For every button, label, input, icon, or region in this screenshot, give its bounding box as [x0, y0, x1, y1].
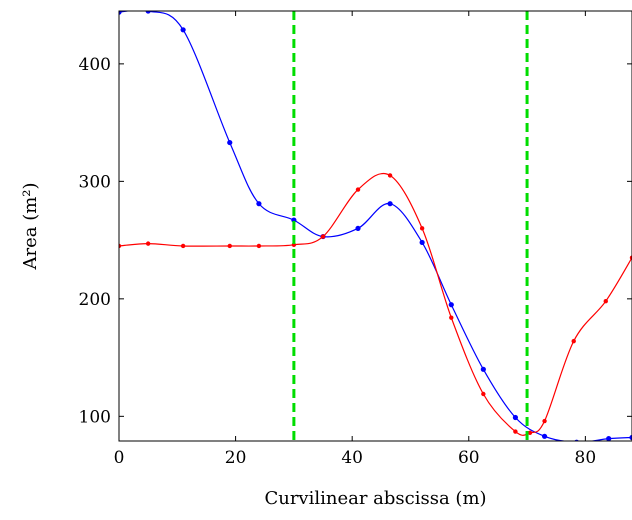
x-tick-label-20: 20 [225, 448, 247, 468]
series-2-line [119, 172, 632, 436]
plot-frame [118, 10, 632, 442]
series-1 [119, 11, 632, 441]
series-2-point-3 [180, 243, 186, 249]
series-2-point-7 [320, 234, 326, 239]
series-2-point-15 [542, 418, 547, 424]
series-2-point-2 [145, 241, 151, 246]
series-1-point-15 [574, 439, 579, 441]
series-1-point-1 [119, 11, 122, 15]
y-tick-label-300: 300 [79, 172, 111, 192]
reference-lines [292, 11, 529, 441]
x-tick-label-80: 80 [575, 448, 597, 468]
series-2-point-16 [571, 338, 576, 344]
series-1-point-17 [629, 434, 632, 441]
y-tick-label-100: 100 [79, 407, 111, 427]
y-axis-label: Area (m²) [20, 182, 41, 270]
series-1-point-5 [256, 201, 262, 207]
series-1-line [119, 11, 632, 441]
y-tick-label-200: 200 [79, 290, 111, 310]
x-tick-label-60: 60 [458, 448, 480, 468]
series-2-point-11 [449, 315, 454, 320]
x-tick-label-0: 0 [114, 448, 125, 468]
series-1-point-8 [355, 225, 361, 231]
series-2-point-5 [256, 243, 262, 249]
series-2-point-13 [513, 429, 518, 434]
series-1-point-9 [387, 201, 393, 207]
series-2-point-8 [355, 187, 361, 192]
series-2-point-17 [603, 298, 608, 304]
series-1-point-12 [480, 366, 486, 372]
series-2 [119, 172, 632, 436]
series-2-point-9 [387, 173, 393, 178]
series-1-point-10 [419, 239, 425, 246]
x-tick-label-40: 40 [341, 448, 363, 468]
series-2-point-1 [119, 243, 122, 249]
series-2-point-10 [419, 226, 425, 231]
x-axis-label: Curvilinear abscissa (m) [264, 488, 486, 509]
series-1-point-2 [145, 11, 151, 14]
series-1-point-3 [180, 27, 186, 33]
axis-ticks: 0 20 40 60 80 100 200 300 400 [79, 11, 632, 468]
y-tick-label-400: 400 [79, 55, 111, 75]
series-1-point-13 [512, 414, 519, 421]
series-2-point-18 [629, 255, 632, 260]
series-layer [119, 11, 632, 441]
series-2-point-12 [481, 391, 486, 397]
series-1-point-16 [606, 436, 612, 441]
series-1-point-4 [227, 139, 233, 146]
series-1-point-11 [448, 302, 454, 308]
series-2-point-14 [527, 430, 533, 435]
series-2-point-4 [227, 243, 232, 249]
series-1-point-14 [541, 433, 548, 439]
